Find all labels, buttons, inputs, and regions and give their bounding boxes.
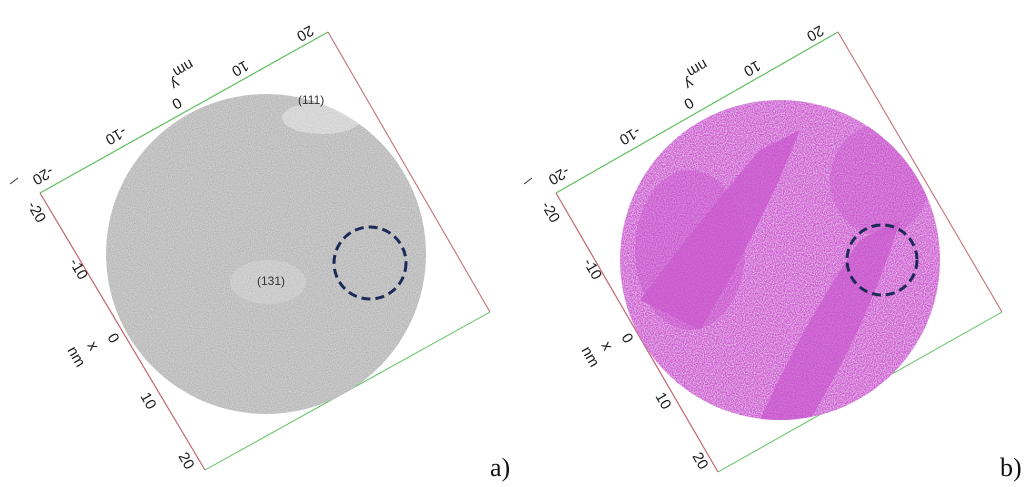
- y-tick-label: 10: [741, 57, 764, 80]
- frame-corner-tick: [523, 177, 533, 185]
- x-tick-label: 10: [137, 390, 160, 413]
- frame-corner-tick: [9, 177, 19, 185]
- dashed-circle-marker: [332, 225, 408, 301]
- x-axis-title: x: [84, 339, 103, 354]
- panel-label-b: b): [1000, 453, 1022, 482]
- y-tick-label: -20: [545, 163, 572, 189]
- x-axis-line: [555, 192, 719, 473]
- x-tick-label: -20: [538, 199, 564, 226]
- x-tick-label: 10: [652, 390, 675, 413]
- y-tick-label: 10: [229, 57, 252, 80]
- y-tick-label: -20: [29, 163, 56, 189]
- atom-cloud-grey: [106, 94, 426, 414]
- y-tick-label: 0: [169, 94, 185, 113]
- frame-right-edge: [837, 31, 1003, 313]
- x-tick-label: 20: [175, 450, 198, 473]
- y-tick-label: 20: [804, 22, 827, 45]
- plane-annotation-131: (131): [257, 274, 285, 288]
- x-tick-label: -10: [66, 256, 92, 283]
- x-axis-title: x: [598, 339, 617, 354]
- y-tick-label: -10: [616, 123, 643, 149]
- x-tick-label: 0: [618, 331, 637, 347]
- y-tick-label: 0: [681, 94, 697, 113]
- y-tick-label: -10: [102, 123, 129, 149]
- y-axis-line: [39, 31, 329, 194]
- plane-annotation-111: (111): [298, 93, 324, 107]
- atom-cloud-magenta: [620, 100, 940, 420]
- x-axis-line: [39, 192, 206, 471]
- panel-b: -20 -10 0 10 20 y nm -20 -10 0 10 20 x n…: [523, 22, 1022, 482]
- dashed-circle-marker: [845, 223, 919, 297]
- panel-a: -20 -10 0 10 20 y nm -20 -10 0 10 20 x n…: [9, 22, 510, 482]
- y-tick-label: 20: [294, 22, 317, 45]
- y-axis-line: [555, 31, 839, 194]
- x-tick-label: 0: [104, 331, 123, 347]
- panel-label-a: a): [490, 453, 510, 482]
- x-tick-label: -10: [580, 256, 606, 283]
- frame-right-edge: [327, 31, 491, 313]
- x-tick-label: 20: [689, 450, 712, 473]
